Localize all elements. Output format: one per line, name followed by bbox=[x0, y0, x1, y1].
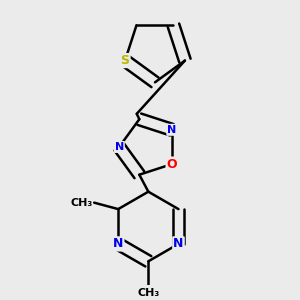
Text: N: N bbox=[173, 237, 184, 250]
Text: CH₃: CH₃ bbox=[137, 288, 160, 298]
Text: CH₃: CH₃ bbox=[70, 198, 92, 208]
Text: N: N bbox=[113, 237, 123, 250]
Text: O: O bbox=[167, 158, 177, 171]
Text: S: S bbox=[121, 54, 130, 67]
Text: N: N bbox=[115, 142, 124, 152]
Text: N: N bbox=[167, 125, 177, 135]
